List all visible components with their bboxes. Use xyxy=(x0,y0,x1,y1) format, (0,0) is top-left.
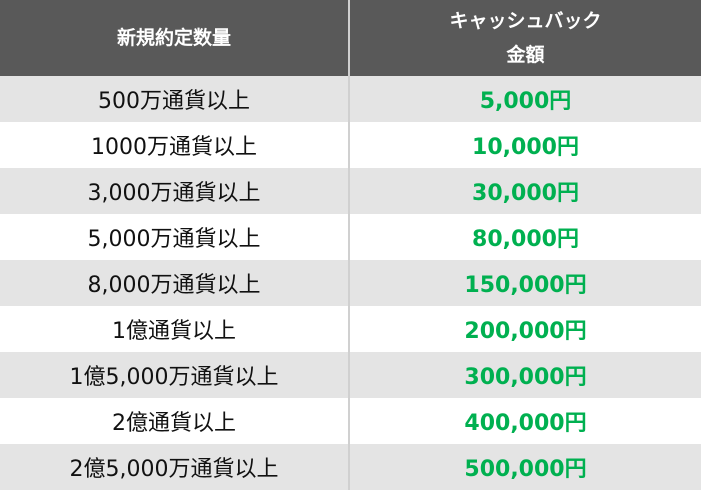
table-row: 1億通貨以上 200,000円 xyxy=(0,306,701,352)
table-row: 3,000万通貨以上 30,000円 xyxy=(0,168,701,214)
volume-cell: 1000万通貨以上 xyxy=(0,122,350,168)
table-row: 2億5,000万通貨以上 500,000円 xyxy=(0,444,701,490)
header-row: 新規約定数量 キャッシュバック 金額 xyxy=(0,0,701,76)
table-row: 500万通貨以上 5,000円 xyxy=(0,76,701,122)
volume-cell: 500万通貨以上 xyxy=(0,76,350,122)
volume-cell: 2億通貨以上 xyxy=(0,398,350,444)
header-volume: 新規約定数量 xyxy=(0,0,350,76)
cashback-amount-cell: 400,000円 xyxy=(349,398,701,444)
cashback-amount-cell: 80,000円 xyxy=(349,214,701,260)
cashback-amount-cell: 300,000円 xyxy=(349,352,701,398)
cashback-amount-cell: 150,000円 xyxy=(349,260,701,306)
volume-cell: 5,000万通貨以上 xyxy=(0,214,350,260)
table-row: 1000万通貨以上 10,000円 xyxy=(0,122,701,168)
table-row: 5,000万通貨以上 80,000円 xyxy=(0,214,701,260)
cashback-amount-cell: 10,000円 xyxy=(349,122,701,168)
header-cashback: キャッシュバック 金額 xyxy=(349,0,701,76)
volume-cell: 2億5,000万通貨以上 xyxy=(0,444,350,490)
header-cashback-line2: 金額 xyxy=(506,44,545,66)
volume-cell: 1億通貨以上 xyxy=(0,306,350,352)
volume-cell: 3,000万通貨以上 xyxy=(0,168,350,214)
header-cashback-line1: キャッシュバック xyxy=(449,10,602,32)
table-row: 2億通貨以上 400,000円 xyxy=(0,398,701,444)
table-row: 1億5,000万通貨以上 300,000円 xyxy=(0,352,701,398)
cashback-amount-cell: 200,000円 xyxy=(349,306,701,352)
table-row: 8,000万通貨以上 150,000円 xyxy=(0,260,701,306)
volume-cell: 8,000万通貨以上 xyxy=(0,260,350,306)
cashback-amount-cell: 500,000円 xyxy=(349,444,701,490)
cashback-amount-cell: 30,000円 xyxy=(349,168,701,214)
cashback-amount-cell: 5,000円 xyxy=(349,76,701,122)
volume-cell: 1億5,000万通貨以上 xyxy=(0,352,350,398)
